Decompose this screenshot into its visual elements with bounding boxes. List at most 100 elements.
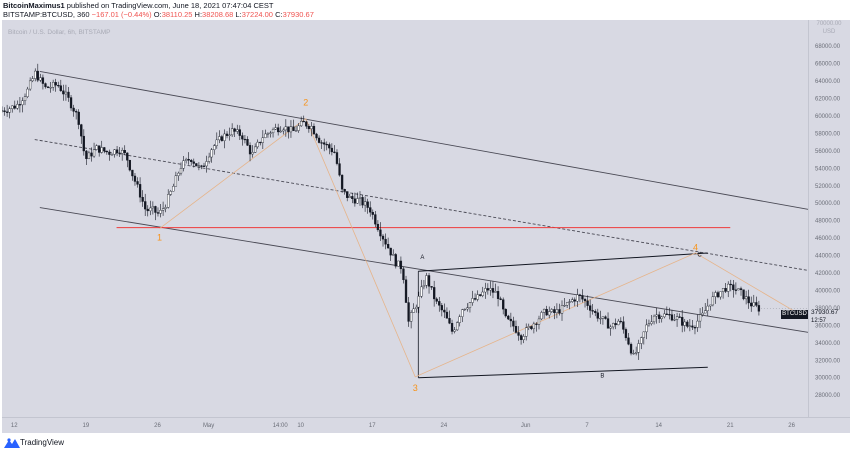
price-axis[interactable] — [808, 20, 850, 417]
candle-body — [113, 149, 116, 155]
candle-body — [583, 298, 587, 302]
candle-body — [136, 181, 139, 185]
candle-body — [233, 128, 236, 132]
candle-body — [190, 160, 193, 162]
candle-body — [617, 320, 620, 326]
candle-body — [417, 296, 420, 308]
time-tick-label: 7 — [585, 423, 589, 429]
candle-body — [44, 83, 47, 88]
candle-body — [330, 147, 334, 153]
candle-body — [259, 141, 262, 144]
candle-body — [624, 329, 628, 339]
candle-body — [34, 70, 37, 79]
candle-body — [69, 97, 73, 109]
candle-body — [346, 191, 349, 198]
candle-body — [282, 129, 285, 132]
candle-body — [80, 124, 83, 137]
candle-body — [105, 150, 108, 153]
candle-body — [3, 110, 6, 113]
footer: TradingView — [0, 433, 850, 453]
candle-body — [386, 244, 390, 249]
candle-body — [154, 206, 157, 213]
candle-body — [727, 283, 730, 292]
candle-body — [394, 254, 397, 267]
candle-body — [384, 238, 387, 245]
candle-body — [13, 105, 16, 109]
price-tick-label: 42000.00 — [815, 271, 841, 277]
candle-body — [292, 126, 295, 131]
candle-body — [205, 161, 208, 167]
candle-body — [507, 315, 510, 320]
candle-body — [328, 144, 331, 149]
candle-body — [238, 129, 241, 136]
candle-body — [757, 305, 761, 312]
candle-body — [496, 291, 500, 299]
candle-body — [502, 299, 505, 310]
candle-body — [16, 104, 19, 109]
candle-body — [591, 310, 594, 312]
candle-body — [179, 168, 183, 174]
candle-body — [594, 311, 597, 313]
candle-body — [450, 323, 454, 332]
price-tick-label: 68000.00 — [815, 44, 841, 50]
tradingview-logo-icon[interactable] — [4, 437, 20, 449]
price-tick-label: 58000.00 — [815, 131, 841, 137]
candle-body — [220, 136, 224, 141]
candle-body — [522, 336, 525, 340]
time-tick-label: Jun — [521, 423, 531, 429]
candle-body — [361, 197, 364, 206]
candle-body — [279, 130, 282, 133]
candle-body — [438, 301, 441, 306]
candle-body — [532, 323, 536, 329]
price-tick-label: 60000.00 — [815, 114, 841, 120]
candle-body — [187, 158, 190, 161]
candle-body — [427, 275, 431, 287]
candle-body — [558, 309, 561, 314]
close-label: C: — [275, 10, 283, 19]
tradingview-brand[interactable]: TradingView — [20, 438, 65, 447]
open-value: 38110.25 — [161, 10, 193, 19]
time-tick-label: 12 — [11, 423, 18, 429]
candle-body — [678, 316, 681, 318]
candle-body — [228, 134, 231, 136]
wave-label: 2 — [303, 98, 308, 108]
candle-body — [177, 172, 180, 176]
time-tick-label: May — [203, 423, 214, 429]
candle-body — [23, 96, 27, 102]
price-tick-label: 44000.00 — [815, 254, 841, 260]
price-tick-label: 38000.00 — [815, 306, 841, 312]
candle-body — [537, 318, 541, 325]
candle-body — [658, 314, 661, 319]
chart-panel[interactable] — [2, 20, 808, 417]
candle-body — [261, 137, 264, 143]
candle-body — [131, 169, 134, 177]
candle-body — [642, 331, 645, 338]
candle-body — [118, 152, 121, 154]
candle-body — [404, 279, 408, 303]
candle-body — [302, 120, 305, 123]
candle-body — [696, 320, 699, 328]
candle-body — [614, 323, 617, 326]
candle-body — [59, 85, 62, 92]
axis-unit: USD — [822, 29, 836, 35]
candle-body — [108, 151, 111, 155]
time-tick-label: 21 — [727, 423, 734, 429]
candle-body — [376, 223, 380, 231]
candle-body — [62, 90, 65, 95]
price-tick-label: 36000.00 — [815, 323, 841, 329]
candle-body — [31, 78, 34, 82]
candle-body — [611, 323, 615, 328]
low-label: L: — [235, 10, 242, 19]
candle-body — [213, 145, 216, 150]
time-axis[interactable] — [2, 417, 850, 433]
candle-body — [604, 316, 607, 319]
price-tick-label: 34000.00 — [815, 341, 841, 347]
candle-body — [514, 326, 518, 333]
candle-body — [456, 322, 459, 331]
candle-body — [333, 151, 336, 153]
candle-body — [683, 321, 686, 326]
candle-body — [629, 343, 633, 354]
candle-body — [681, 316, 684, 326]
candle-body — [744, 296, 748, 300]
